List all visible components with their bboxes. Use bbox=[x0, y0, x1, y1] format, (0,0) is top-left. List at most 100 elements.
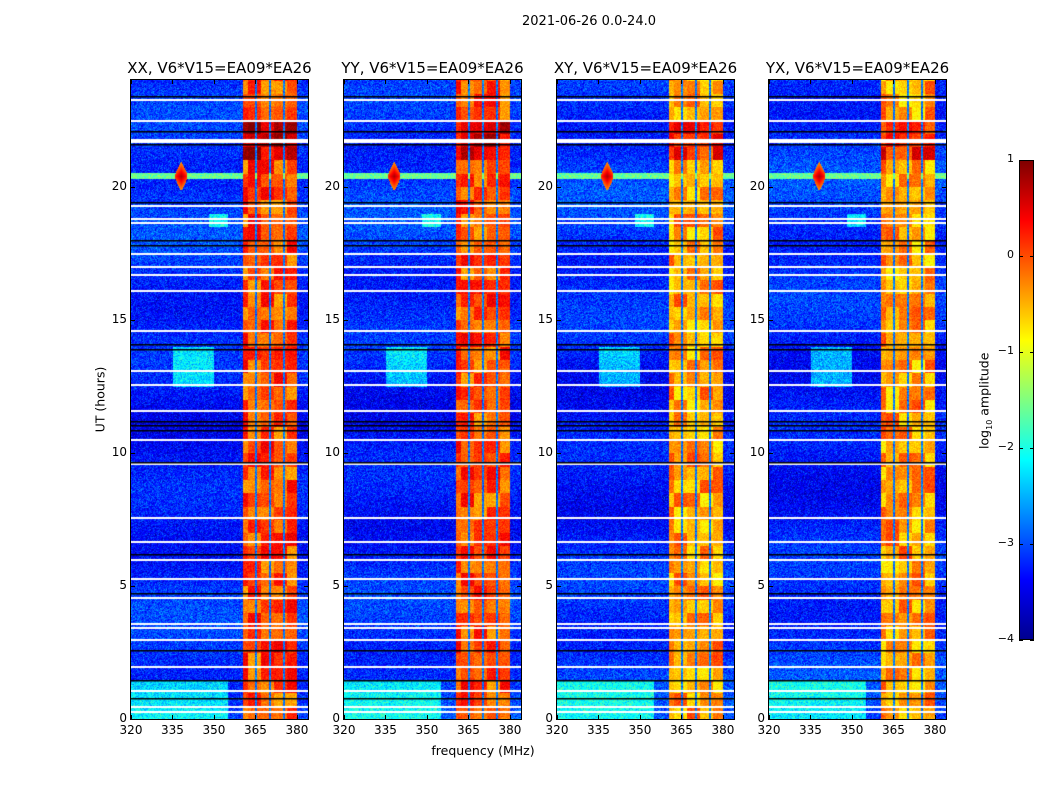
x-tick-label: 365 bbox=[670, 723, 693, 737]
y-tick-label: 20 bbox=[749, 178, 765, 193]
heatmap-canvas bbox=[769, 80, 946, 719]
heatmap-panel bbox=[130, 79, 309, 720]
colorbar-tick-mark bbox=[1030, 640, 1034, 641]
y-tick-mark bbox=[730, 186, 734, 188]
x-tick-label: 365 bbox=[457, 723, 480, 737]
colorbar-tick-mark bbox=[1030, 352, 1034, 353]
y-tick-label: 15 bbox=[537, 311, 553, 326]
y-tick-label: 5 bbox=[119, 577, 127, 592]
colorbar-tick-mark bbox=[1019, 160, 1023, 161]
y-tick-mark bbox=[557, 719, 561, 720]
x-tick-mark bbox=[509, 715, 511, 719]
x-tick-mark bbox=[131, 715, 132, 719]
x-tick-label: 335 bbox=[374, 723, 397, 737]
y-tick-label: 10 bbox=[537, 444, 553, 459]
x-tick-label: 335 bbox=[161, 723, 184, 737]
colorbar-tick-mark bbox=[1019, 352, 1023, 353]
y-tick-mark bbox=[131, 452, 135, 454]
colorbar-tick-label: −3 bbox=[997, 536, 1014, 549]
y-tick-mark bbox=[769, 319, 773, 321]
x-tick-mark bbox=[851, 715, 853, 719]
y-tick-label: 0 bbox=[757, 711, 765, 725]
y-tick-mark bbox=[304, 719, 308, 720]
x-tick-mark bbox=[769, 80, 770, 84]
x-tick-mark bbox=[722, 715, 724, 719]
y-tick-label: 15 bbox=[749, 311, 765, 326]
colorbar bbox=[1019, 160, 1034, 640]
y-tick-mark bbox=[557, 319, 561, 321]
y-tick-mark bbox=[344, 319, 348, 321]
y-tick-mark bbox=[304, 319, 308, 321]
heatmap-panel bbox=[343, 79, 522, 720]
y-tick-label: 10 bbox=[111, 444, 127, 459]
colorbar-tick-label: −2 bbox=[997, 440, 1014, 453]
panel-title: XY, V6*V15=EA09*EA26 bbox=[553, 59, 738, 77]
x-tick-mark bbox=[598, 80, 600, 84]
y-tick-label: 15 bbox=[111, 311, 127, 326]
y-tick-mark bbox=[942, 585, 946, 587]
x-tick-label: 365 bbox=[882, 723, 905, 737]
x-tick-mark bbox=[296, 715, 298, 719]
colorbar-tick-mark bbox=[1030, 160, 1034, 161]
x-tick-label: 380 bbox=[711, 723, 735, 737]
y-tick-mark bbox=[131, 719, 135, 720]
x-tick-label: 350 bbox=[415, 723, 439, 737]
x-tick-mark bbox=[934, 80, 936, 84]
heatmap-panel bbox=[556, 79, 735, 720]
x-axis-label: frequency (MHz) bbox=[431, 743, 535, 758]
y-tick-label: 10 bbox=[749, 444, 765, 459]
colorbar-tick-label: −4 bbox=[997, 632, 1014, 645]
y-tick-label: 5 bbox=[545, 577, 553, 592]
y-tick-mark bbox=[730, 452, 734, 454]
x-tick-mark bbox=[639, 80, 641, 84]
y-tick-mark bbox=[769, 186, 773, 188]
x-tick-mark bbox=[172, 715, 174, 719]
y-tick-mark bbox=[517, 719, 521, 720]
x-tick-mark bbox=[810, 80, 812, 84]
x-tick-mark bbox=[468, 80, 470, 84]
colorbar-tick-mark bbox=[1030, 544, 1034, 545]
x-tick-label: 380 bbox=[285, 723, 309, 737]
y-tick-label: 0 bbox=[545, 711, 553, 725]
x-tick-label: 380 bbox=[498, 723, 522, 737]
x-tick-mark bbox=[385, 80, 387, 84]
y-tick-mark bbox=[517, 186, 521, 188]
x-tick-mark bbox=[213, 715, 215, 719]
y-tick-mark bbox=[344, 585, 348, 587]
x-tick-mark bbox=[344, 80, 345, 84]
y-tick-label: 15 bbox=[324, 311, 340, 326]
panel-title: XX, V6*V15=EA09*EA26 bbox=[127, 59, 312, 77]
heatmap-canvas bbox=[131, 80, 308, 719]
heatmap-canvas bbox=[557, 80, 734, 719]
x-tick-label: 380 bbox=[923, 723, 947, 737]
y-tick-mark bbox=[730, 719, 734, 720]
y-tick-mark bbox=[942, 319, 946, 321]
y-tick-mark bbox=[131, 319, 135, 321]
x-tick-label: 365 bbox=[244, 723, 267, 737]
y-tick-mark bbox=[131, 585, 135, 587]
x-tick-mark bbox=[385, 715, 387, 719]
y-tick-label: 0 bbox=[332, 711, 340, 725]
y-tick-label: 5 bbox=[332, 577, 340, 592]
x-tick-mark bbox=[296, 80, 298, 84]
y-tick-mark bbox=[942, 186, 946, 188]
x-tick-mark bbox=[255, 80, 257, 84]
x-tick-mark bbox=[893, 715, 895, 719]
y-axis-label: UT (hours) bbox=[92, 366, 108, 433]
y-tick-mark bbox=[304, 452, 308, 454]
x-tick-mark bbox=[426, 715, 428, 719]
y-tick-mark bbox=[730, 319, 734, 321]
y-tick-label: 0 bbox=[119, 711, 127, 725]
x-tick-label: 350 bbox=[628, 723, 652, 737]
y-tick-mark bbox=[344, 452, 348, 454]
x-tick-mark bbox=[172, 80, 174, 84]
heatmap-canvas bbox=[344, 80, 521, 719]
y-tick-mark bbox=[942, 719, 946, 720]
colorbar-tick-mark bbox=[1019, 640, 1023, 641]
y-tick-mark bbox=[557, 585, 561, 587]
x-tick-mark bbox=[509, 80, 511, 84]
panel-title: YX, V6*V15=EA09*EA26 bbox=[765, 59, 950, 77]
x-tick-mark bbox=[893, 80, 895, 84]
x-tick-mark bbox=[131, 80, 132, 84]
figure-title: 2021-06-26 0.0-24.0 bbox=[522, 14, 656, 29]
